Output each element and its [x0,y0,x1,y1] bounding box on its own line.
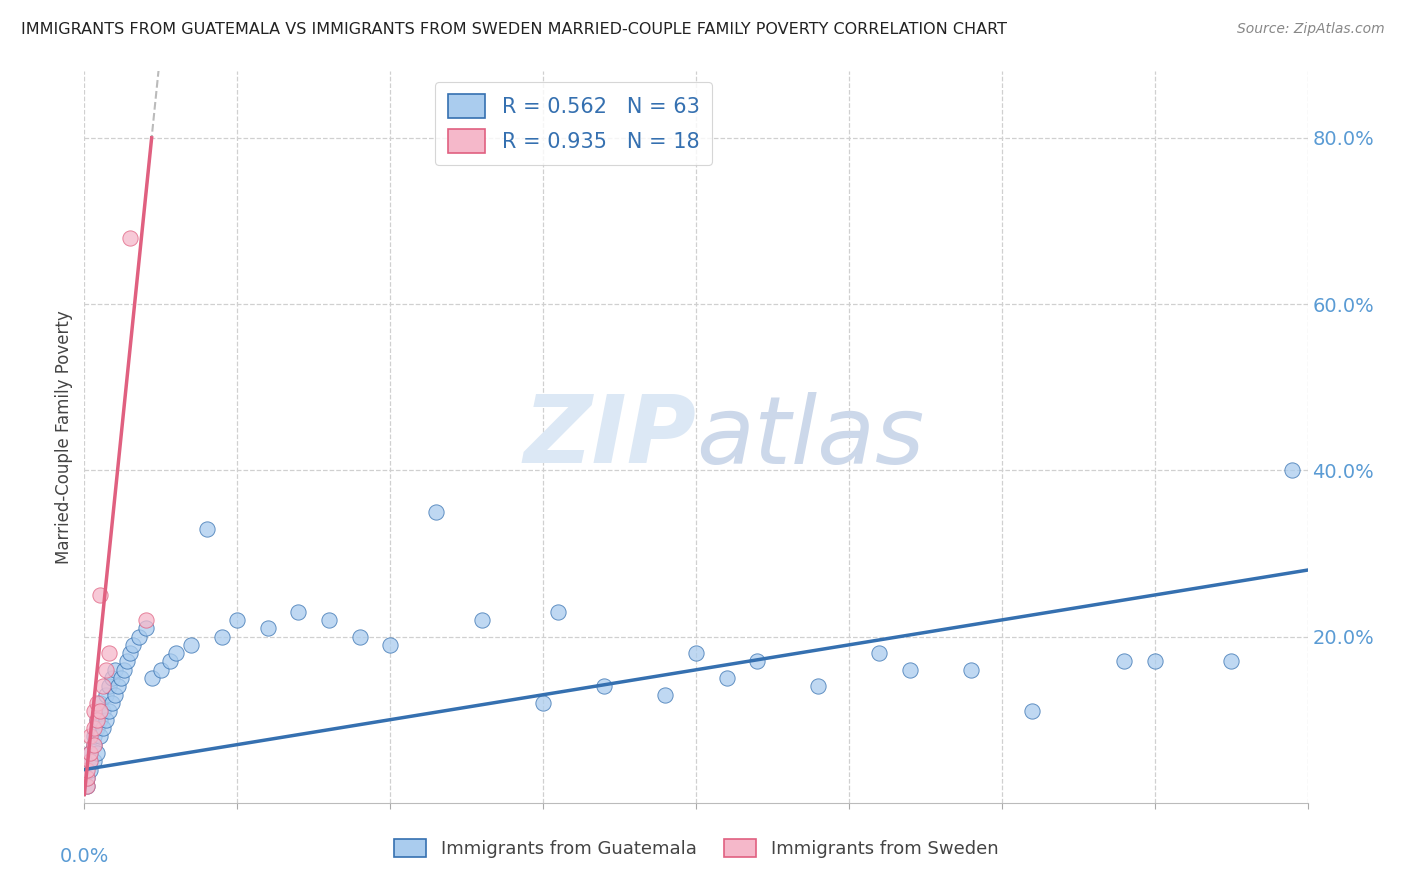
Text: Source: ZipAtlas.com: Source: ZipAtlas.com [1237,22,1385,37]
Y-axis label: Married-Couple Family Poverty: Married-Couple Family Poverty [55,310,73,564]
Legend: Immigrants from Guatemala, Immigrants from Sweden: Immigrants from Guatemala, Immigrants fr… [385,830,1007,867]
Text: ZIP: ZIP [523,391,696,483]
Text: IMMIGRANTS FROM GUATEMALA VS IMMIGRANTS FROM SWEDEN MARRIED-COUPLE FAMILY POVERT: IMMIGRANTS FROM GUATEMALA VS IMMIGRANTS … [21,22,1007,37]
Text: 0.0%: 0.0% [59,847,110,866]
Text: atlas: atlas [696,392,924,483]
